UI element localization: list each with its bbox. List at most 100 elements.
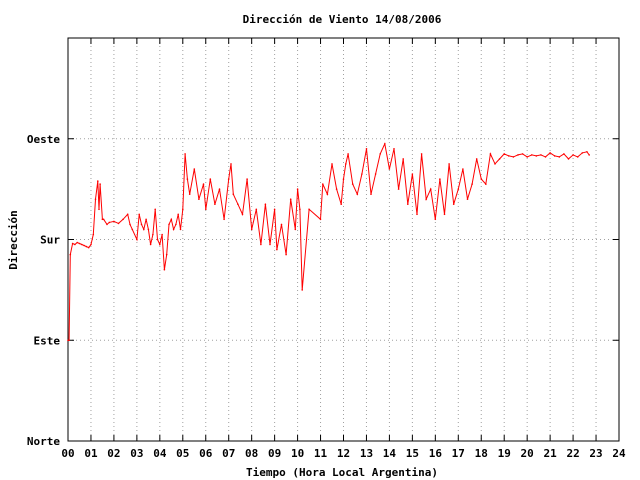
data-point [74,243,76,246]
x-tick-label: 00 [61,447,74,460]
data-point [131,228,134,231]
data-point [101,218,104,221]
data-point [540,154,542,156]
data-point [326,193,329,195]
data-point [108,221,111,224]
data-point [351,183,354,185]
data-point [126,213,129,216]
data-point [168,223,170,226]
data-point [186,178,189,180]
data-point [129,223,131,226]
data-point [145,218,147,221]
y-axis-label: Dirección [7,210,20,270]
data-point [370,193,372,195]
data-point [83,244,85,247]
wind-direction-line [68,142,590,341]
x-tick-label: 24 [612,447,626,460]
data-point [177,213,179,216]
data-point [69,253,72,256]
data-point [439,178,441,180]
data-point [138,213,140,216]
data-point [99,183,101,185]
y-tick-label: Oeste [27,133,60,146]
x-tick-label: 04 [153,447,167,460]
x-axis-ticks: 00 01 02 03 04 05 06 07 08 09 10 11 12 13 14 15 16 17 18 19… [61,38,626,460]
x-tick-label: 15 [406,447,419,460]
data-point [388,168,391,170]
data-point [85,245,88,248]
data-point [586,151,588,153]
data-point [246,178,248,180]
data-point [87,246,90,249]
data-point [443,213,446,216]
x-tick-label: 23 [589,447,602,460]
x-tick-label: 22 [566,447,579,460]
data-point [407,203,409,205]
data-point [260,243,262,246]
data-point [558,156,561,158]
data-point [576,156,579,158]
data-point [448,163,450,165]
data-point [489,153,492,155]
x-tick-label: 11 [314,447,328,460]
data-point [517,154,519,156]
data-point [296,188,299,190]
data-point [67,339,69,342]
data-point [485,183,487,185]
grid-lines [68,38,619,441]
data-point [411,173,414,175]
data-point [161,233,163,236]
x-tick-label: 18 [475,447,488,460]
data-point [508,155,510,157]
data-point [285,253,287,256]
data-point [301,289,304,291]
data-point [78,242,81,245]
data-point [581,152,584,154]
data-point [340,203,343,205]
data-point [68,339,70,342]
data-point [241,213,244,216]
data-point [294,228,297,231]
data-point [264,203,267,205]
data-point [273,208,276,211]
data-point [425,198,428,200]
data-point [218,188,221,190]
data-point [98,208,100,211]
data-point [170,218,173,221]
data-point [299,208,301,211]
y-tick-label: Norte [27,435,60,448]
data-point [71,242,74,245]
data-point [498,158,501,160]
data-point [198,198,200,200]
x-axis-label: Tiempo (Hora Local Argentina) [246,466,438,479]
data-point [94,198,97,200]
data-point [347,153,349,155]
data-point [494,163,496,165]
data-point [563,153,565,155]
x-tick-label: 09 [268,447,281,460]
data-point [209,178,212,180]
data-point [276,248,278,251]
data-point [76,241,78,244]
x-tick-label: 05 [176,447,189,460]
data-point [102,218,105,221]
data-point [322,183,324,185]
data-point [416,213,418,216]
data-point [90,243,92,246]
data-point [544,156,547,158]
data-point [269,243,271,246]
data-point [345,163,347,165]
data-point [122,218,124,221]
data-point [117,222,120,225]
data-point [113,220,115,223]
data-point [434,218,437,221]
data-point [457,188,460,190]
data-point [289,198,292,200]
data-point [188,193,191,195]
data-point [521,153,524,155]
x-tick-label: 13 [360,447,373,460]
x-tick-label: 07 [222,447,235,460]
data-point [106,223,108,226]
x-tick-label: 21 [544,447,558,460]
